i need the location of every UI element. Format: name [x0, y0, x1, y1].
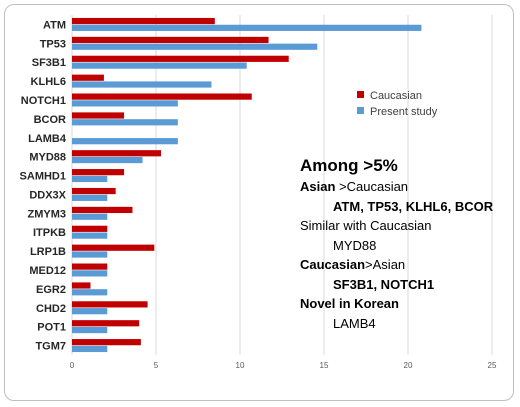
bar-caucasian-klhl6 — [72, 74, 104, 81]
annotation-asian-second: >Asian — [365, 257, 406, 272]
bar-caucasian-bcor — [72, 112, 125, 119]
bar-caucasian-tp53 — [72, 36, 269, 44]
annotation-title: Among >5% — [300, 156, 398, 175]
x-tick-label-0: 0 — [70, 361, 75, 370]
bar-caucasian-lrp1b — [72, 244, 155, 251]
bar-present-study-itpkb — [72, 232, 108, 239]
bar-present-study-med12 — [72, 270, 108, 277]
bars — [72, 17, 422, 353]
x-tick-labels: 0 5 10 15 20 25 — [70, 361, 497, 370]
x-tick-label-25: 25 — [488, 361, 497, 370]
legend-swatch-present-study — [357, 107, 364, 114]
bar-present-study-bcor — [72, 119, 178, 126]
category-label-zmym3: ZMYM3 — [28, 208, 67, 220]
legend-label-caucasian: Caucasian — [370, 90, 422, 102]
bar-present-study-lamb4 — [72, 138, 178, 145]
annotation-asian: Asian — [300, 179, 336, 194]
bar-caucasian-samhd1 — [72, 169, 125, 176]
category-labels: ATM TP53 SF3B1 KLHL6 NOTCH1 BCOR LAMB4 MYD88 SAM… — [20, 19, 67, 352]
bar-caucasian-ddx3x — [72, 187, 116, 195]
bar-present-study-sf3b1 — [72, 62, 247, 69]
category-label-lrp1b: LRP1B — [30, 246, 66, 258]
annotation-box: Among >5% Asian >Caucasian ATM, TP53, KL… — [300, 155, 512, 333]
category-label-egr2: EGR2 — [36, 284, 66, 296]
bar-caucasian-myd88 — [72, 150, 162, 157]
bar-caucasian-chd2 — [72, 301, 148, 308]
bar-present-study-tgm7 — [72, 345, 108, 353]
bar-present-study-chd2 — [72, 308, 108, 315]
bar-present-study-tp53 — [72, 43, 318, 50]
category-label-lamb4: LAMB4 — [28, 133, 67, 145]
annotation-asian-genes: ATM, TP53, KLHL6, BCOR — [333, 198, 494, 214]
category-label-tgm7: TGM7 — [35, 341, 66, 353]
bar-caucasian-tgm7 — [72, 339, 141, 346]
annotation-similar-label: Similar with Caucasian — [300, 218, 432, 233]
bar-present-study-ddx3x — [72, 194, 108, 201]
category-label-ddx3x: DDX3X — [29, 189, 66, 201]
bar-caucasian-sf3b1 — [72, 55, 289, 62]
category-label-myd88: MYD88 — [29, 152, 66, 164]
bar-caucasian-pot1 — [72, 320, 140, 327]
x-tick-label-5: 5 — [154, 361, 159, 370]
x-tick-label-20: 20 — [404, 361, 413, 370]
category-label-chd2: CHD2 — [36, 303, 66, 315]
bar-caucasian-med12 — [72, 263, 108, 270]
category-label-itpkb: ITPKB — [33, 227, 66, 239]
bar-present-study-lrp1b — [72, 251, 108, 258]
legend-label-present-study: Present study — [370, 106, 438, 118]
bar-present-study-samhd1 — [72, 175, 108, 183]
chart-frame — [4, 4, 514, 401]
category-label-samhd1: SAMHD1 — [20, 171, 66, 183]
bar-caucasian-notch1 — [72, 93, 252, 100]
category-label-klhl6: KLHL6 — [31, 76, 66, 88]
category-label-bcor: BCOR — [34, 114, 66, 126]
bar-present-study-klhl6 — [72, 81, 212, 88]
annotation-caucasian-line: Caucasian>Asian — [300, 255, 512, 275]
bar-present-study-myd88 — [72, 156, 143, 164]
category-label-tp53: TP53 — [40, 38, 66, 50]
annotation-caucasian: >Caucasian — [335, 179, 409, 194]
category-label-pot1: POT1 — [37, 322, 66, 334]
bar-caucasian-egr2 — [72, 282, 91, 289]
bar-present-study-atm — [72, 24, 422, 31]
x-tick-label-15: 15 — [320, 361, 329, 370]
category-label-sf3b1: SF3B1 — [32, 57, 66, 69]
bar-present-study-notch1 — [72, 100, 178, 107]
bar-caucasian-zmym3 — [72, 206, 133, 214]
annotation-similar-genes: MYD88 — [333, 237, 377, 253]
annotation-caucasian-first: Caucasian — [300, 257, 366, 272]
bar-caucasian-itpkb — [72, 225, 108, 232]
bar-present-study-pot1 — [72, 326, 108, 334]
bar-caucasian-atm — [72, 17, 215, 25]
category-label-med12: MED12 — [29, 265, 66, 277]
annotation-novel-label: Novel in Korean — [300, 296, 399, 311]
gridlines — [71, 15, 493, 355]
annotation-novel-genes: LAMB4 — [333, 315, 376, 331]
annotation-asian-line: Asian >Caucasian — [300, 177, 512, 197]
legend-swatch-caucasian — [357, 91, 364, 98]
annotation-caucasian-genes: SF3B1, NOTCH1 — [333, 276, 435, 292]
legend: Caucasian Present study — [357, 90, 438, 118]
bar-present-study-zmym3 — [72, 213, 108, 220]
category-label-atm: ATM — [43, 19, 66, 31]
bar-present-study-egr2 — [72, 289, 108, 296]
category-label-notch1: NOTCH1 — [21, 95, 66, 107]
x-tick-label-10: 10 — [236, 361, 245, 370]
